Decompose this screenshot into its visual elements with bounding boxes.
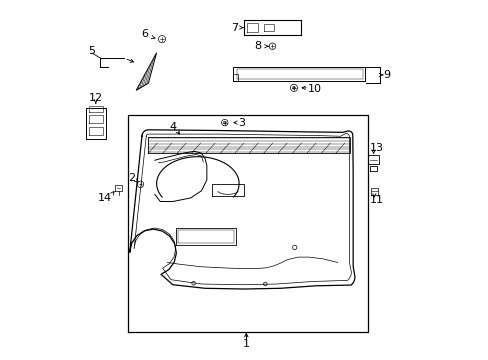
Text: 3: 3 bbox=[238, 118, 244, 128]
Text: 1: 1 bbox=[243, 339, 249, 349]
Text: 12: 12 bbox=[89, 93, 102, 103]
Text: 2: 2 bbox=[128, 173, 135, 183]
Text: 7: 7 bbox=[230, 23, 238, 33]
Text: 13: 13 bbox=[369, 143, 384, 153]
Text: 8: 8 bbox=[254, 41, 261, 50]
Polygon shape bbox=[136, 53, 156, 90]
Text: 4: 4 bbox=[170, 122, 177, 132]
Circle shape bbox=[292, 86, 295, 89]
Text: 6: 6 bbox=[141, 30, 148, 39]
Circle shape bbox=[223, 121, 226, 124]
Text: 14: 14 bbox=[98, 193, 112, 203]
Text: 9: 9 bbox=[383, 70, 390, 80]
Text: 10: 10 bbox=[307, 84, 321, 94]
Text: 11: 11 bbox=[369, 195, 384, 205]
Text: 5: 5 bbox=[88, 46, 95, 56]
